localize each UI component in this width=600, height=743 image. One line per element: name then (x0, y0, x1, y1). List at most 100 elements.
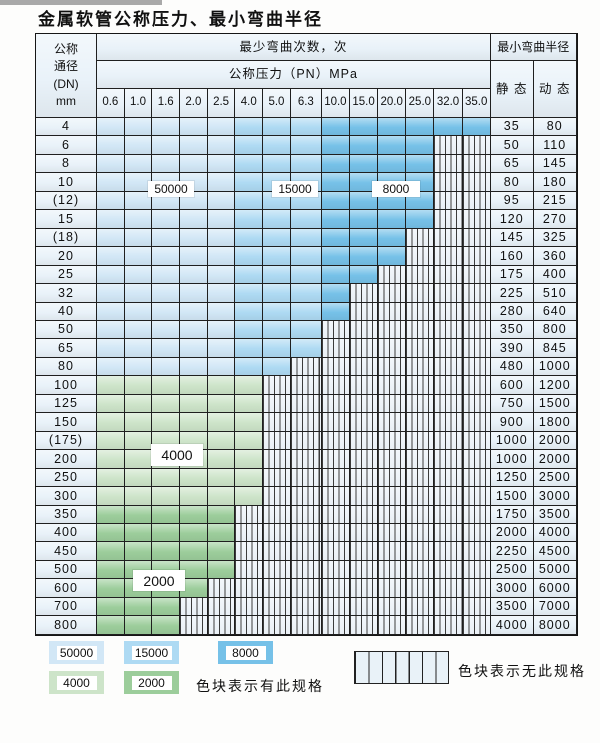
no-spec-cell (434, 542, 463, 561)
spec-cell (207, 136, 236, 155)
dn-cell: 32 (36, 284, 97, 303)
no-spec-cell (349, 320, 379, 340)
spec-cell (180, 376, 208, 395)
no-spec-cell (462, 191, 491, 211)
no-spec-cell (462, 247, 491, 266)
legend-swatch-15000: 15000 (124, 641, 179, 664)
spec-cell (124, 376, 153, 395)
static-header-cell: 静 态 (490, 61, 534, 118)
dynamic-radius-cell: 180 (533, 173, 577, 192)
no-spec-cell (378, 431, 407, 451)
spec-cell (349, 210, 379, 229)
no-spec-cell (263, 542, 291, 561)
no-spec-cell (434, 302, 463, 321)
no-spec-cell (378, 265, 407, 285)
no-spec-cell (263, 597, 291, 617)
no-spec-cell (378, 376, 407, 395)
no-spec-cell (349, 505, 379, 524)
static-radius-cell: 390 (490, 339, 534, 358)
no-spec-cell (180, 597, 208, 617)
pressure-col-header: 25.0 (406, 89, 435, 118)
spec-cell (378, 118, 407, 137)
no-spec-cell (235, 542, 264, 561)
static-radius-cell: 50 (490, 136, 534, 155)
no-spec-cell (462, 542, 491, 561)
no-spec-cell (290, 523, 322, 543)
spec-cell (406, 118, 435, 137)
spec-cell (235, 394, 264, 414)
no-spec-cell (462, 357, 491, 377)
no-spec-cell (263, 487, 291, 506)
spec-cell (290, 265, 322, 285)
pressure-col-header: 5.0 (263, 89, 291, 118)
no-spec-cell (434, 431, 463, 451)
no-spec-cell (378, 542, 407, 561)
dynamic-radius-cell: 2000 (533, 450, 577, 469)
static-radius-cell: 3500 (490, 597, 534, 617)
static-radius-cell: 95 (490, 191, 534, 211)
spec-cell (290, 320, 322, 340)
spec-cell (152, 136, 181, 155)
no-spec-cell (462, 265, 491, 285)
no-spec-cell (462, 228, 491, 248)
spec-cell (97, 302, 125, 321)
no-spec-cell (462, 431, 491, 451)
dn-cell: 65 (36, 339, 97, 358)
no-spec-cell (406, 597, 435, 617)
spec-cell (124, 302, 153, 321)
dynamic-radius-cell: 800 (533, 320, 577, 340)
no-spec-cell (349, 394, 379, 414)
no-spec-cell (349, 487, 379, 506)
spec-cell (207, 542, 236, 561)
no-spec-cell (462, 173, 491, 192)
spec-cell (124, 154, 153, 174)
no-spec-cell (406, 505, 435, 524)
spec-cell (235, 413, 264, 432)
no-spec-cell (462, 579, 491, 598)
static-radius-cell: 350 (490, 320, 534, 340)
no-spec-cell (406, 394, 435, 414)
dn-cell: 150 (36, 413, 97, 432)
no-spec-cell (462, 394, 491, 414)
spec-cell (235, 302, 264, 321)
spec-cell (207, 154, 236, 174)
pressure-col-header: 2.5 (207, 89, 236, 118)
spec-cell (207, 302, 236, 321)
static-radius-cell: 4000 (490, 616, 534, 635)
no-spec-cell (462, 136, 491, 155)
dn-cell: 700 (36, 597, 97, 617)
pressure-col-header: 20.0 (378, 89, 407, 118)
no-spec-cell (462, 154, 491, 174)
spec-cell (97, 597, 125, 617)
no-spec-cell (462, 302, 491, 321)
pressure-col-header: 2.0 (180, 89, 208, 118)
spec-cell (235, 247, 264, 266)
spec-cell (290, 247, 322, 266)
spec-cell (207, 376, 236, 395)
spec-cell (152, 597, 181, 617)
no-spec-cell (349, 339, 379, 358)
spec-cell (180, 468, 208, 488)
spec-cell (152, 357, 181, 377)
bend-cycles-header-cell: 最少弯曲次数，次 (97, 34, 491, 61)
static-radius-cell: 35 (490, 118, 534, 137)
spec-cell (235, 173, 264, 192)
zone-label-4000: 4000 (151, 444, 203, 466)
dn-cell: 500 (36, 560, 97, 580)
no-spec-cell (290, 357, 322, 377)
dynamic-radius-cell: 1500 (533, 394, 577, 414)
no-spec-cell (321, 413, 350, 432)
spec-cell (290, 154, 322, 174)
dynamic-radius-cell: 5000 (533, 560, 577, 580)
no-spec-cell (462, 616, 491, 635)
no-spec-cell (321, 431, 350, 451)
no-spec-cell (321, 597, 350, 617)
spec-cell (290, 136, 322, 155)
no-spec-cell (290, 468, 322, 488)
no-spec-cell (378, 487, 407, 506)
spec-cell (97, 468, 125, 488)
dn-cell: (12) (36, 191, 97, 211)
spec-cell (321, 228, 350, 248)
pressure-col-header: 10.0 (321, 89, 350, 118)
static-radius-cell: 600 (490, 376, 534, 395)
